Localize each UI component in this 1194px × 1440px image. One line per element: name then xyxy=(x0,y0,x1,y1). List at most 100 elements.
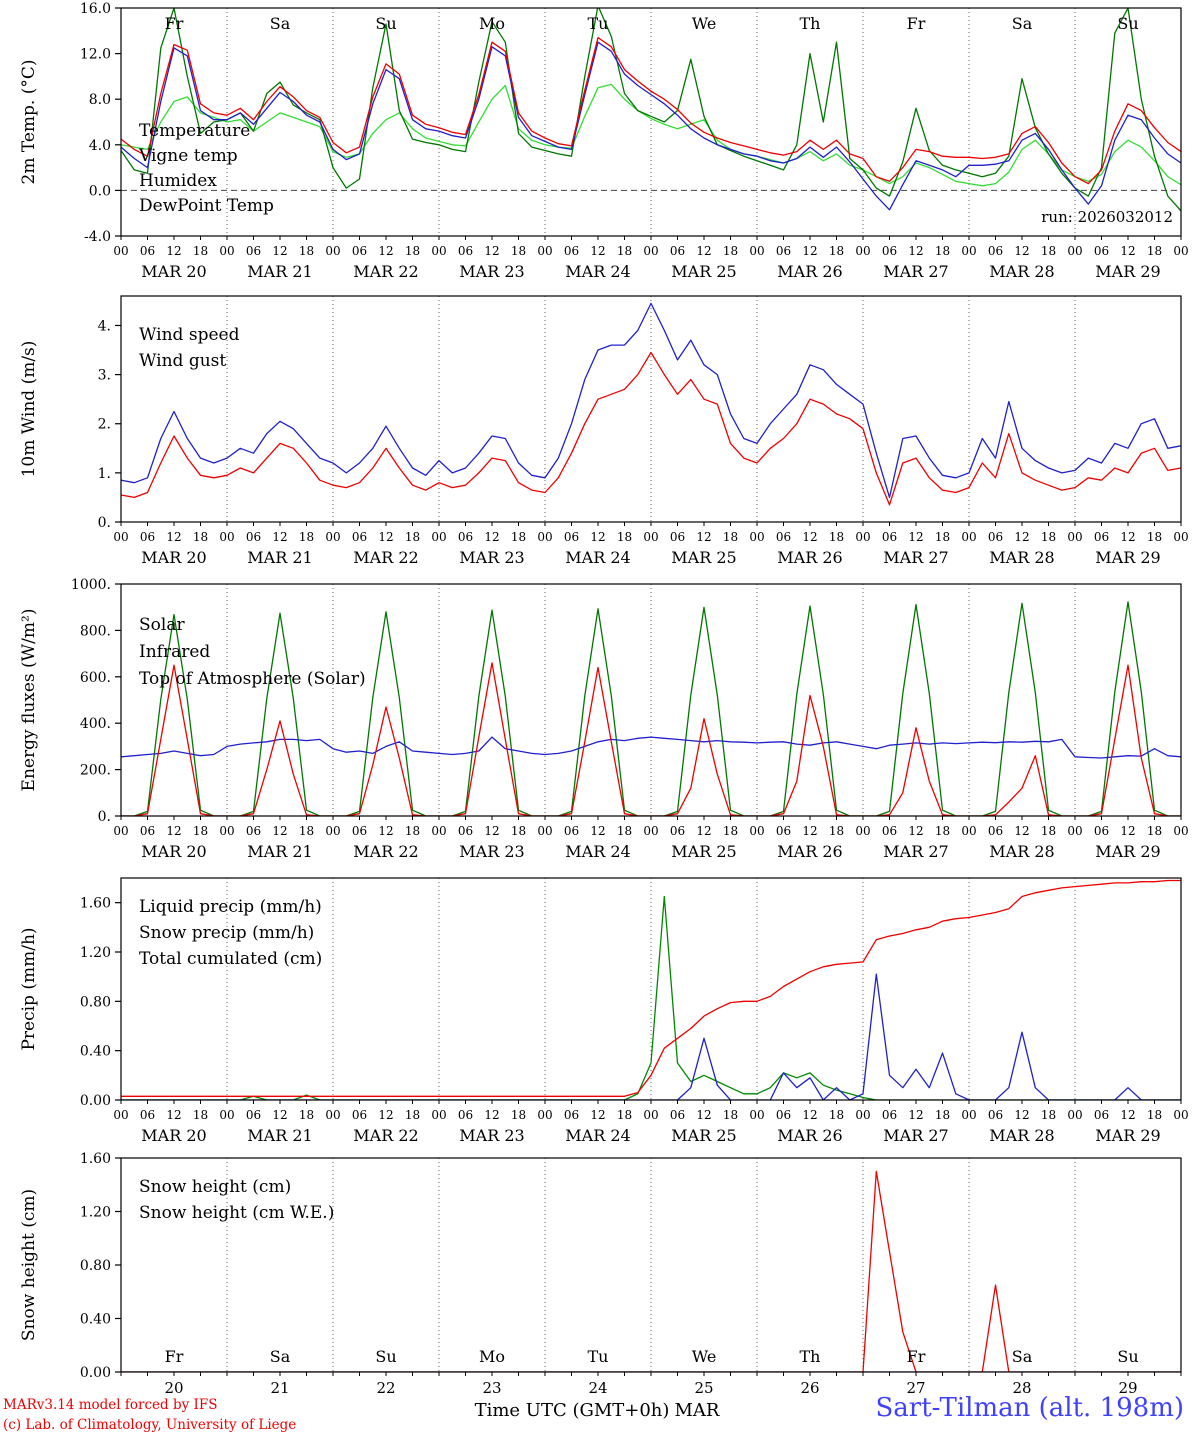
hour-tick-label: 00 xyxy=(1173,530,1188,544)
hour-tick-label: 06 xyxy=(140,824,155,838)
y-tick-label: 1.60 xyxy=(80,1151,111,1167)
date-label: MAR 28 xyxy=(989,842,1054,861)
date-label: MAR 26 xyxy=(777,1126,842,1145)
weekday-label: Sa xyxy=(270,14,291,33)
legend-entry: Vigne temp xyxy=(138,146,238,166)
day-number-label: 27 xyxy=(906,1379,925,1397)
hour-tick-label: 18 xyxy=(935,244,950,258)
hour-tick-label: 18 xyxy=(617,824,632,838)
date-label: MAR 28 xyxy=(989,262,1054,281)
date-label: MAR 26 xyxy=(777,842,842,861)
hour-tick-label: 18 xyxy=(829,244,844,258)
hour-tick-label: 06 xyxy=(988,530,1003,544)
run-label: run: 2026032012 xyxy=(1041,208,1173,226)
hour-tick-label: 12 xyxy=(166,530,181,544)
y-tick-label: 200. xyxy=(80,763,111,779)
hour-tick-label: 18 xyxy=(405,244,420,258)
legend-entry: Solar xyxy=(139,615,185,635)
hour-tick-label: 06 xyxy=(352,1108,367,1122)
hour-tick-label: 00 xyxy=(1067,244,1082,258)
hour-tick-label: 18 xyxy=(1041,1108,1056,1122)
legend-entry: DewPoint Temp xyxy=(139,196,274,216)
day-number-label: 25 xyxy=(694,1379,713,1397)
hour-tick-label: 00 xyxy=(325,1108,340,1122)
date-label: MAR 21 xyxy=(247,548,312,567)
legend-entry: Snow precip (mm/h) xyxy=(139,923,314,943)
date-label: MAR 27 xyxy=(883,548,948,567)
date-label: MAR 21 xyxy=(247,262,312,281)
weekday-label: Th xyxy=(800,1347,821,1366)
hour-tick-label: 12 xyxy=(484,1108,499,1122)
hour-tick-label: 00 xyxy=(431,1108,446,1122)
date-label: MAR 21 xyxy=(247,842,312,861)
date-label: MAR 23 xyxy=(459,842,524,861)
hour-tick-label: 12 xyxy=(272,824,287,838)
hour-tick-label: 06 xyxy=(670,530,685,544)
day-number-label: 29 xyxy=(1118,1379,1137,1397)
hour-tick-label: 18 xyxy=(405,1108,420,1122)
date-label: MAR 23 xyxy=(459,1126,524,1145)
hour-tick-label: 00 xyxy=(431,530,446,544)
hour-tick-label: 18 xyxy=(193,1108,208,1122)
hour-tick-label: 12 xyxy=(696,244,711,258)
hour-tick-label: 12 xyxy=(166,244,181,258)
date-label: MAR 20 xyxy=(141,842,206,861)
hour-tick-label: 00 xyxy=(643,824,658,838)
weekday-label: Sa xyxy=(1012,14,1033,33)
hour-tick-label: 18 xyxy=(511,530,526,544)
series-total-cumulated-cm- xyxy=(121,879,1181,1097)
series-snow-precip-mm-h- xyxy=(121,973,1181,1100)
hour-tick-label: 12 xyxy=(590,530,605,544)
hour-tick-label: 00 xyxy=(219,530,234,544)
hour-tick-label: 18 xyxy=(723,244,738,258)
y-tick-label: 1000. xyxy=(71,577,111,593)
y-tick-label: 1.60 xyxy=(80,896,111,912)
hour-tick-label: 00 xyxy=(1173,244,1188,258)
hour-tick-label: 00 xyxy=(537,824,552,838)
hour-tick-label: 18 xyxy=(723,530,738,544)
hour-tick-label: 00 xyxy=(431,244,446,258)
day-number-label: 28 xyxy=(1012,1379,1031,1397)
hour-tick-label: 00 xyxy=(113,244,128,258)
hour-tick-label: 06 xyxy=(670,1108,685,1122)
day-number-label: 20 xyxy=(164,1379,183,1397)
date-label: MAR 29 xyxy=(1095,1126,1160,1145)
y-tick-label: 2. xyxy=(98,417,111,433)
hour-tick-label: 06 xyxy=(1094,244,1109,258)
hour-tick-label: 06 xyxy=(564,530,579,544)
hour-tick-label: 06 xyxy=(776,824,791,838)
hour-tick-label: 00 xyxy=(643,530,658,544)
y-tick-label: 0.40 xyxy=(80,1312,111,1328)
hour-tick-label: 18 xyxy=(829,824,844,838)
hour-tick-label: 18 xyxy=(405,824,420,838)
hour-tick-label: 12 xyxy=(696,530,711,544)
y-tick-label: 0.80 xyxy=(80,1258,111,1274)
y-tick-label: 1.20 xyxy=(80,1205,111,1221)
date-label: MAR 27 xyxy=(883,1126,948,1145)
legend-entry: Top of Atmosphere (Solar) xyxy=(139,669,366,689)
hour-tick-label: 12 xyxy=(1014,824,1029,838)
y-tick-label: 0.00 xyxy=(80,1365,111,1381)
hour-tick-label: 06 xyxy=(352,824,367,838)
hour-tick-label: 00 xyxy=(1067,530,1082,544)
weekday-label: Fr xyxy=(907,14,926,33)
hour-tick-label: 18 xyxy=(299,1108,314,1122)
y-axis-title: 10m Wind (m/s) xyxy=(19,341,39,478)
hour-tick-label: 18 xyxy=(935,824,950,838)
hour-tick-label: 06 xyxy=(988,1108,1003,1122)
hour-tick-label: 00 xyxy=(113,1108,128,1122)
weekday-label: Fr xyxy=(907,1347,926,1366)
hour-tick-label: 06 xyxy=(776,1108,791,1122)
hour-tick-label: 18 xyxy=(829,530,844,544)
hour-tick-label: 00 xyxy=(1067,824,1082,838)
date-label: MAR 22 xyxy=(353,262,418,281)
series-snow-height-cm- xyxy=(121,1170,1181,1372)
day-number-label: 22 xyxy=(376,1379,395,1397)
hour-tick-label: 06 xyxy=(1094,1108,1109,1122)
date-label: MAR 24 xyxy=(565,842,630,861)
day-number-label: 24 xyxy=(588,1379,607,1397)
series-infrared xyxy=(121,736,1181,759)
hour-tick-label: 18 xyxy=(1147,530,1162,544)
date-label: MAR 25 xyxy=(671,842,736,861)
hour-tick-label: 06 xyxy=(670,244,685,258)
